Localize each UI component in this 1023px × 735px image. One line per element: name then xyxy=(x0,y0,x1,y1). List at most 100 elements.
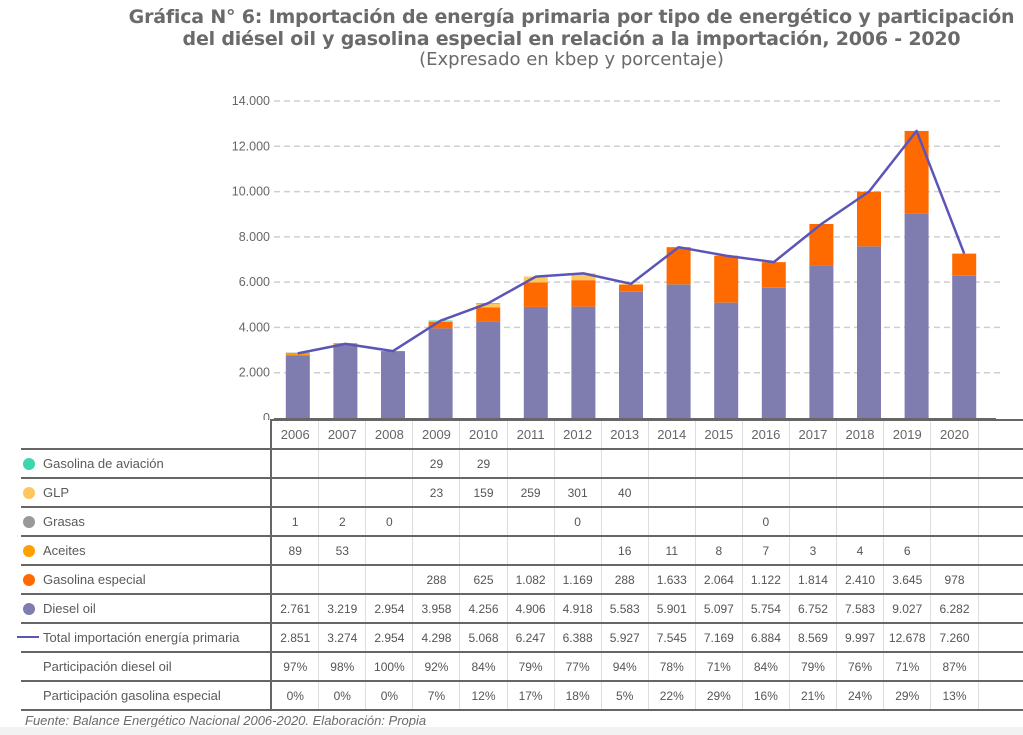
data-label: 7.169 xyxy=(694,622,743,652)
data-label: 2 xyxy=(318,506,366,536)
legend-entry: Grasas xyxy=(21,506,273,536)
data-label: 13% xyxy=(930,680,979,711)
data-label xyxy=(883,506,931,536)
legend-dot-icon xyxy=(23,545,35,557)
bar-diesel-oil xyxy=(619,291,643,418)
data-label: 2.954 xyxy=(365,622,413,652)
data-label xyxy=(365,448,413,478)
bar-diesel-oil xyxy=(476,321,501,418)
data-label: 24% xyxy=(835,680,884,711)
y-tick-label: 12.000 xyxy=(232,139,270,153)
data-label: 0 xyxy=(365,506,413,536)
data-label: 2.761 xyxy=(271,593,319,623)
bar-diesel-oil xyxy=(904,213,929,418)
data-label: 7.260 xyxy=(930,622,979,652)
data-label: 0 xyxy=(553,506,602,536)
data-label: 16 xyxy=(600,535,649,565)
data-label xyxy=(318,564,366,594)
data-label: 4 xyxy=(835,535,884,565)
bar-gasolina-especial xyxy=(952,253,977,276)
x-tick-label: 2020 xyxy=(930,419,979,449)
title-line-2: del diésel oil y gasolina especial en re… xyxy=(182,28,961,50)
data-label: 2.410 xyxy=(835,564,884,594)
table-header-row: 2006 2007 2008 2009 2010 2011 2012 2013 2014 2015… xyxy=(21,419,1023,449)
legend-label: Aceites xyxy=(43,543,86,558)
bar-gasolina-especial xyxy=(904,130,929,214)
chart-subtitle: (Expresado en kbep y porcentaje) xyxy=(419,49,724,70)
x-tick-label: 2014 xyxy=(647,419,696,449)
x-tick-label: 2008 xyxy=(365,419,413,449)
data-label: 7.545 xyxy=(647,622,696,652)
data-label: 6.388 xyxy=(553,622,602,652)
table-pad-cell xyxy=(977,622,1023,652)
data-label xyxy=(647,506,696,536)
data-label: 0 xyxy=(741,506,790,536)
legend-dot-icon xyxy=(23,603,35,615)
data-label: 40 xyxy=(600,477,649,507)
data-label xyxy=(271,477,319,507)
bar-diesel-oil xyxy=(333,345,358,418)
data-label: 89 xyxy=(271,535,319,565)
legend-entry: Gasolina de aviación xyxy=(21,448,273,478)
legend-label: Grasas xyxy=(43,514,85,529)
legend-dot-icon xyxy=(23,487,35,499)
data-label xyxy=(459,506,508,536)
bar-gasolina-especial xyxy=(761,262,786,288)
bar-gasolina-especial xyxy=(571,280,596,307)
x-tick-label: 2006 xyxy=(271,419,319,449)
data-label: 100% xyxy=(365,651,413,681)
data-label: 11 xyxy=(647,535,696,565)
bar-diesel-oil xyxy=(714,302,739,418)
x-tick-label: 2016 xyxy=(741,419,790,449)
bar-gasolina-especial xyxy=(619,284,643,292)
total-line xyxy=(297,129,966,355)
data-label: 29% xyxy=(883,680,931,711)
bar-diesel-oil xyxy=(952,275,977,418)
data-label xyxy=(741,477,790,507)
bar-aceites xyxy=(285,353,310,356)
data-label xyxy=(506,448,555,478)
data-label: 5.927 xyxy=(600,622,649,652)
data-label xyxy=(506,506,555,536)
data-label: 12.678 xyxy=(883,622,931,652)
bar-gasolina-especial xyxy=(428,321,453,329)
data-label: 3.645 xyxy=(883,564,931,594)
data-label xyxy=(835,477,884,507)
legend-entry: Total importación energía primaria xyxy=(17,622,273,652)
data-label: 71% xyxy=(883,651,931,681)
data-label: 7.583 xyxy=(835,593,884,623)
data-label xyxy=(930,506,979,536)
data-label xyxy=(365,535,413,565)
data-label xyxy=(506,535,555,565)
legend-entry: Diesel oil xyxy=(21,593,273,623)
bar-glp xyxy=(523,276,548,283)
data-label: 5.097 xyxy=(694,593,743,623)
data-label: 1 xyxy=(271,506,319,536)
data-label xyxy=(694,506,743,536)
legend-label: Total importación energía primaria xyxy=(43,630,240,645)
data-label xyxy=(741,448,790,478)
data-label: 7% xyxy=(412,680,460,711)
bar-diesel-oil xyxy=(666,284,691,418)
data-label xyxy=(365,477,413,507)
table-row: Gasolina de aviación 29 29 xyxy=(21,448,1023,478)
data-label xyxy=(318,477,366,507)
bar-diesel-oil xyxy=(428,328,453,418)
data-label: 18% xyxy=(553,680,602,711)
table-row: Gasolina especial 288 625 1.082 1.169 288 1.63… xyxy=(21,564,1023,594)
data-label: 6.752 xyxy=(788,593,837,623)
y-tick-label: 8.000 xyxy=(239,230,270,244)
table-pad-cell xyxy=(977,506,1023,536)
table-row: GLP 23 159 259 301 40 xyxy=(21,477,1023,507)
legend-entry: Participación diesel oil xyxy=(21,651,273,681)
data-label xyxy=(930,535,979,565)
data-label: 8 xyxy=(694,535,743,565)
data-label: 4.298 xyxy=(412,622,460,652)
y-tick-label: 4.000 xyxy=(239,320,270,334)
data-label: 0% xyxy=(318,680,366,711)
legend-dot-icon xyxy=(23,574,35,586)
table-row: Total importación energía primaria 2.851 3… xyxy=(17,622,1023,652)
data-label: 29 xyxy=(459,448,508,478)
x-tick-label: 2010 xyxy=(459,419,508,449)
bar-diesel-oil xyxy=(809,265,834,418)
